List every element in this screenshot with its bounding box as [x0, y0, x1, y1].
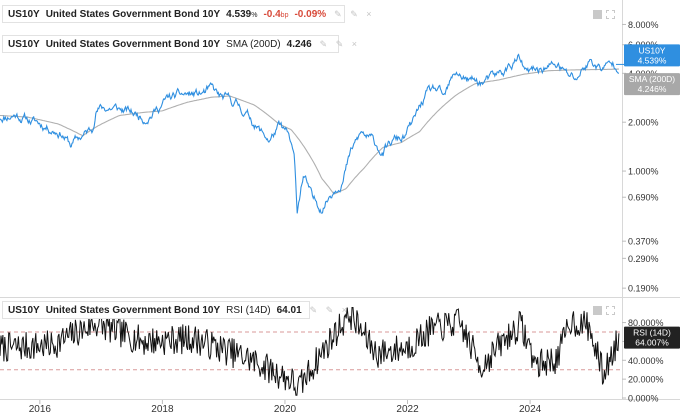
rsi-price-tag-box [624, 326, 680, 349]
legend-rsi-value: 64.01 [276, 304, 302, 316]
us10y-line [0, 53, 619, 214]
rsi-price-tag-value: 64.007% [635, 338, 669, 348]
legend-sma-tools[interactable]: ✎ ✎ × [319, 38, 361, 49]
legend-rsi-indicator: RSI (14D) [226, 304, 271, 316]
rsi-y-tick-label: 80.000% [628, 318, 664, 328]
main-plot-area [0, 53, 619, 214]
rsi-pane-maximize-button[interactable] [606, 306, 615, 315]
legend-us10y-tools[interactable]: ✎ ✎ × [334, 8, 375, 19]
us10y-price-tag-value: 4.539% [638, 55, 667, 65]
main-pane-minimize-button[interactable] [593, 10, 602, 19]
rsi-line [0, 307, 620, 396]
legend-rsi[interactable]: US10Y United States Government Bond 10Y … [2, 301, 347, 319]
legend-sma[interactable]: US10Y United States Government Bond 10Y … [2, 35, 357, 53]
rsi-y-tick-label: 0.000% [628, 394, 659, 404]
rsi-price-tag: RSI (14D)64.007% [624, 326, 680, 349]
legend-us10y-change-pct: -0.09% [294, 8, 327, 20]
rsi-y-tick-label: 40.000% [628, 356, 664, 366]
x-tick-label: 2016 [29, 404, 52, 415]
main-y-tick-label: 0.190% [628, 284, 659, 294]
sma-price-tag-value: 4.246% [638, 84, 667, 94]
rsi-y-tick-label: 20.000% [628, 375, 664, 385]
legend-sma-indicator: SMA (200D) [226, 38, 281, 50]
legend-rsi-symbol: US10Y [8, 304, 40, 316]
legend-sma-value: 4.246 [286, 38, 312, 50]
main-pane-maximize-button[interactable] [606, 10, 615, 19]
x-tick-label: 2018 [151, 404, 174, 415]
main-y-tick-label: 8.000% [628, 20, 659, 30]
rsi-grid [0, 331, 622, 371]
legend-sma-symbol: US10Y [8, 38, 40, 50]
x-tick-label: 2020 [274, 404, 297, 415]
rsi-price-tag-name: RSI (14D) [633, 328, 671, 338]
rsi-pane-minimize-button[interactable] [593, 306, 602, 315]
main-y-tick-label: 0.290% [628, 254, 659, 264]
legend-us10y[interactable]: US10Y United States Government Bond 10Y … [2, 5, 371, 23]
legend-rsi-tools[interactable]: ✎ ✎ × [309, 304, 350, 315]
legend-sma-name: United States Government Bond 10Y [45, 38, 221, 50]
main-y-tick-label: 0.690% [628, 193, 659, 203]
legend-us10y-name: United States Government Bond 10Y [45, 8, 221, 20]
main-y-tick-label: 0.370% [628, 237, 659, 247]
legend-rsi-name: United States Government Bond 10Y [45, 304, 221, 316]
x-tick-label: 2024 [519, 404, 542, 415]
legend-us10y-value: 4.539% [226, 8, 258, 20]
sma-price-tag-box [624, 73, 680, 96]
sma-price-tag-name: SMA (200D) [629, 74, 675, 84]
sma-line [0, 68, 619, 195]
us10y-price-tag-box [624, 44, 680, 67]
x-tick-label: 2022 [396, 404, 419, 415]
main-y-tick-label: 1.000% [628, 167, 659, 177]
legend-us10y-symbol: US10Y [8, 8, 40, 20]
main-y-tick-label: 2.000% [628, 118, 659, 128]
legend-us10y-change-bp: -0.4bp [263, 8, 289, 20]
us10y-price-tag-name: US10Y [639, 45, 666, 55]
rsi-plot-area [0, 307, 620, 396]
sma-price-tag: SMA (200D)4.246% [624, 73, 680, 96]
